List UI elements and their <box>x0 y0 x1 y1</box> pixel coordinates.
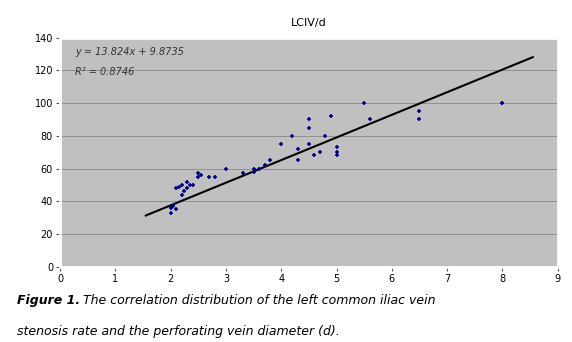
Point <box>265 158 275 163</box>
Point <box>196 172 205 178</box>
Point <box>172 207 181 212</box>
Point <box>415 108 424 114</box>
Point <box>332 153 341 158</box>
Point <box>332 149 341 155</box>
Point <box>172 185 181 191</box>
Text: The correlation distribution of the left common iliac vein: The correlation distribution of the left… <box>83 294 435 307</box>
Point <box>304 117 313 122</box>
Point <box>185 182 194 188</box>
Point <box>288 133 297 139</box>
Point <box>255 166 264 171</box>
Point <box>365 117 374 122</box>
Point <box>327 114 336 119</box>
Text: R² = 0.8746: R² = 0.8746 <box>75 67 134 77</box>
Point <box>221 166 231 171</box>
Point <box>415 117 424 122</box>
Point <box>238 171 247 176</box>
Point <box>360 100 369 106</box>
Point <box>188 182 197 188</box>
Point <box>310 153 319 158</box>
Point <box>182 179 192 184</box>
Point <box>293 158 303 163</box>
Point <box>249 169 258 174</box>
Point <box>260 162 269 168</box>
Point <box>177 192 186 197</box>
Point <box>166 210 175 215</box>
Point <box>180 189 189 194</box>
Point <box>332 145 341 150</box>
Point <box>169 203 178 209</box>
Point <box>205 174 214 180</box>
Point <box>177 182 186 188</box>
Text: y = 13.824x + 9.8735: y = 13.824x + 9.8735 <box>75 47 184 57</box>
Point <box>194 174 203 180</box>
Point <box>321 133 330 139</box>
Point <box>293 146 303 152</box>
Point <box>315 149 324 155</box>
Point <box>166 205 175 211</box>
Point <box>249 166 258 171</box>
Point <box>174 184 184 189</box>
Point <box>277 141 286 147</box>
Text: LCIV/d: LCIV/d <box>291 18 327 28</box>
Point <box>194 171 203 176</box>
Point <box>182 185 192 191</box>
Point <box>498 100 507 106</box>
Point <box>304 141 313 147</box>
Text: stenosis rate and the perforating vein diameter (d).: stenosis rate and the perforating vein d… <box>17 325 340 338</box>
Point <box>498 100 507 106</box>
Point <box>210 174 220 180</box>
Text: Figure 1.: Figure 1. <box>17 294 80 307</box>
Point <box>304 125 313 130</box>
